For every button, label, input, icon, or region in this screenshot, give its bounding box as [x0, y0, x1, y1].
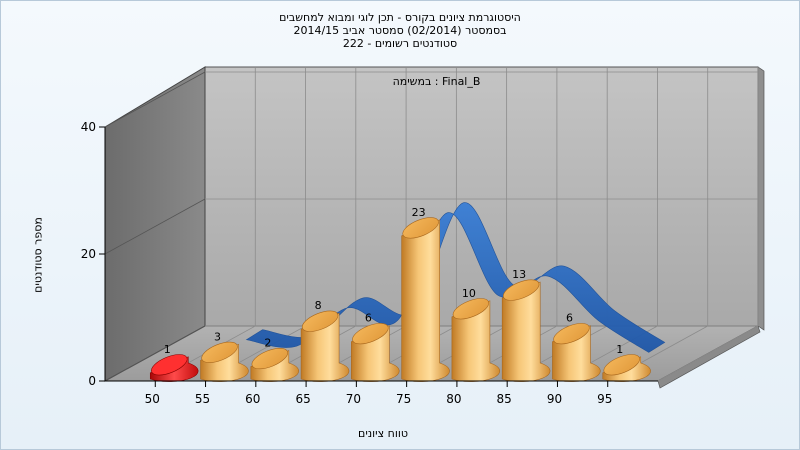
- bar: 13: [501, 268, 551, 382]
- inner-label: במשימה : Final_B: [393, 75, 481, 88]
- bar-label: 1: [164, 343, 171, 356]
- y-tick-label: 20: [81, 247, 96, 261]
- bar: 6: [552, 312, 601, 382]
- grid-line-h-side: [104, 71, 206, 128]
- bar: 6: [351, 312, 400, 382]
- bar: 8: [300, 299, 350, 382]
- bar-label: 6: [566, 312, 573, 325]
- bar-cap: [151, 354, 188, 376]
- grid-line-h-side: [104, 198, 206, 255]
- back-wall: [204, 66, 759, 327]
- x-tick-label: 75: [396, 392, 411, 406]
- x-tick-label: 95: [597, 392, 612, 406]
- x-axis-label: טווח ציונים: [358, 427, 408, 440]
- bar: 23: [401, 206, 450, 382]
- chart-title: היסטוגרמת ציונים בקורס - תכן לוגי ומבוא …: [0, 11, 800, 50]
- bar-cap: [452, 298, 490, 320]
- bar-label: 8: [315, 299, 322, 312]
- bar-label: 13: [512, 268, 526, 281]
- x-tick-label: 65: [295, 392, 310, 406]
- x-tick-label: 90: [547, 392, 562, 406]
- bar-cap: [553, 323, 590, 345]
- bar-cap: [301, 310, 339, 332]
- bar-cap: [402, 217, 439, 239]
- bar-label: 2: [264, 337, 271, 350]
- x-tick-label: 85: [497, 392, 512, 406]
- bar-label: 10: [462, 287, 476, 300]
- bar-cap: [251, 347, 288, 370]
- bar-label: 6: [365, 312, 372, 325]
- x-tick-label: 60: [245, 392, 260, 406]
- bar: 2: [250, 337, 299, 382]
- y-tick-label: 0: [88, 374, 96, 388]
- grid-line-h-side: [104, 325, 206, 382]
- bar: 1: [149, 343, 199, 382]
- title-line-1: היסטוגרמת ציונים בקורס - תכן לוגי ומבוא …: [279, 11, 521, 24]
- x-tick-label: 50: [145, 392, 160, 406]
- grid-line-floor: [657, 325, 759, 382]
- y-tick-label: 40: [81, 120, 96, 134]
- bar-label: 3: [214, 330, 221, 343]
- x-tick-label: 55: [195, 392, 210, 406]
- x-tick-label: 80: [446, 392, 461, 406]
- title-line-3: סטודנטים רשומים - 222: [342, 37, 458, 50]
- x-tick-label: 70: [346, 392, 361, 406]
- y-axis-label: מספר סטודנטים: [31, 217, 45, 293]
- bar-cap: [201, 341, 238, 363]
- bar-label: 1: [616, 343, 623, 356]
- bar-cap: [603, 354, 640, 376]
- bar-cap: [352, 323, 389, 345]
- back-wall-edge: [757, 66, 765, 331]
- axes: 0 20 40 50 55 60 65 70 75 80 85 90 95: [81, 120, 658, 406]
- title-line-2: בסמסטר (02/2014) סמסטר אביב 2014/15: [293, 24, 507, 37]
- bar: 1: [602, 343, 651, 382]
- bar-cap: [503, 279, 540, 301]
- bar-label: 23: [412, 206, 426, 219]
